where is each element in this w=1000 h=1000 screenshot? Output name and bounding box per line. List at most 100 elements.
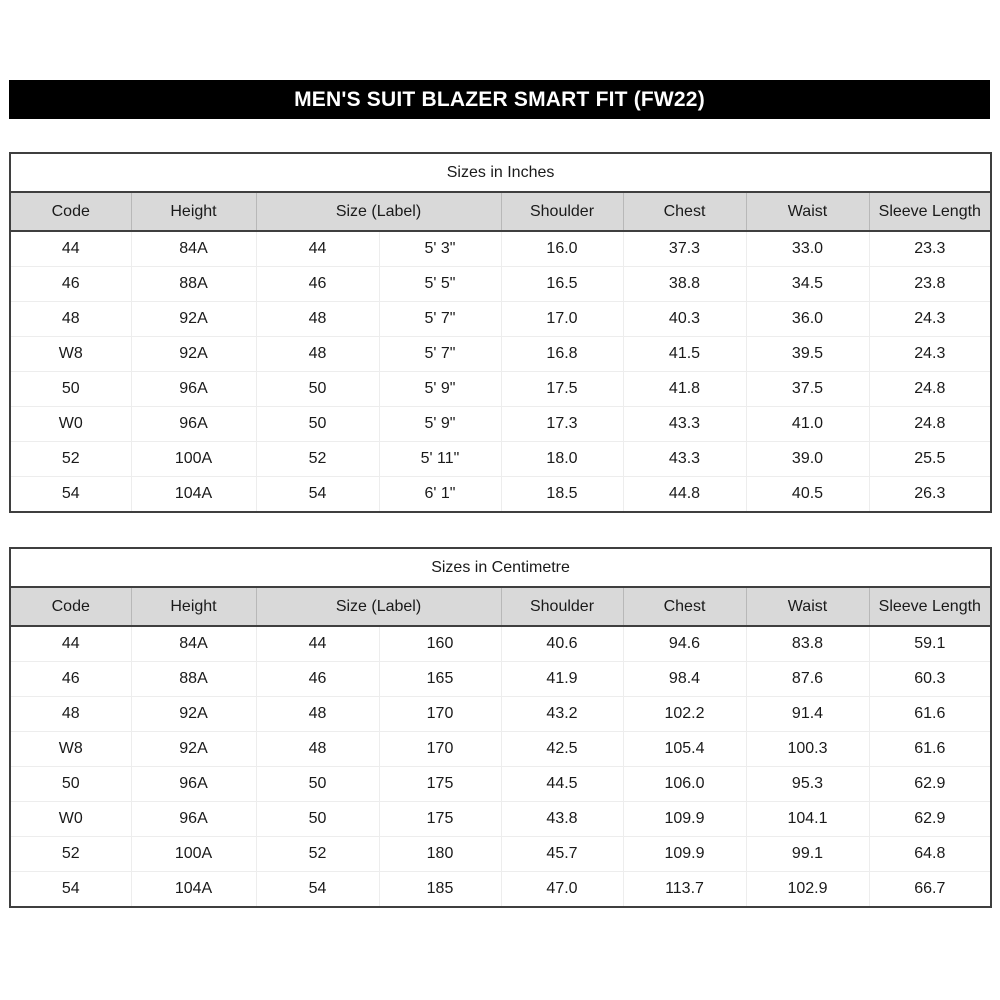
column-header-height: Height xyxy=(131,192,257,232)
cell-sleeve-length: 23.8 xyxy=(869,266,992,302)
cell-waist: 36.0 xyxy=(746,301,870,337)
cell-sleeve-length: 64.8 xyxy=(869,836,992,872)
column-header-waist: Waist xyxy=(746,587,870,627)
cell-shoulder: 43.2 xyxy=(501,696,624,732)
cell-shoulder: 43.8 xyxy=(501,801,624,837)
cell-waist: 95.3 xyxy=(746,766,870,802)
cell-chest: 38.8 xyxy=(623,266,747,302)
table-row: W8 92A 48 5' 7" 16.8 41.5 39.5 24.3 xyxy=(10,336,992,372)
cell-size-value: 5' 11" xyxy=(379,441,502,477)
column-header-chest: Chest xyxy=(623,192,747,232)
table-row: W8 92A 48 170 42.5 105.4 100.3 61.6 xyxy=(10,731,992,767)
cell-sleeve-length: 61.6 xyxy=(869,731,992,767)
cell-sleeve-length: 25.5 xyxy=(869,441,992,477)
unit-label: Sizes in Inches xyxy=(10,153,992,193)
column-header-row: Code Height Size (Label) Shoulder Chest … xyxy=(10,192,992,232)
cell-code: 44 xyxy=(10,231,132,267)
cell-chest: 109.9 xyxy=(623,801,747,837)
table-row: 48 92A 48 170 43.2 102.2 91.4 61.6 xyxy=(10,696,992,732)
size-table-centimetre: Sizes in Centimetre Code Height Size (La… xyxy=(9,547,993,908)
cell-size-value: 175 xyxy=(379,766,502,802)
table-row: 46 88A 46 165 41.9 98.4 87.6 60.3 xyxy=(10,661,992,697)
cell-height: 88A xyxy=(131,266,257,302)
cell-chest: 98.4 xyxy=(623,661,747,697)
column-header-size-label: Size (Label) xyxy=(256,192,502,232)
cell-sleeve-length: 24.8 xyxy=(869,406,992,442)
cell-code: 48 xyxy=(10,301,132,337)
cell-shoulder: 45.7 xyxy=(501,836,624,872)
cell-shoulder: 17.5 xyxy=(501,371,624,407)
cell-code: 48 xyxy=(10,696,132,732)
cell-sleeve-length: 60.3 xyxy=(869,661,992,697)
cell-waist: 104.1 xyxy=(746,801,870,837)
cell-shoulder: 18.5 xyxy=(501,476,624,512)
cell-size-label: 52 xyxy=(256,441,380,477)
column-header-shoulder: Shoulder xyxy=(501,587,624,627)
cell-height: 84A xyxy=(131,231,257,267)
column-header-chest: Chest xyxy=(623,587,747,627)
cell-size-label: 54 xyxy=(256,476,380,512)
cell-waist: 99.1 xyxy=(746,836,870,872)
cell-height: 96A xyxy=(131,371,257,407)
table-row: 50 96A 50 5' 9" 17.5 41.8 37.5 24.8 xyxy=(10,371,992,407)
cell-shoulder: 42.5 xyxy=(501,731,624,767)
cell-code: 50 xyxy=(10,766,132,802)
cell-chest: 41.5 xyxy=(623,336,747,372)
cell-code: 46 xyxy=(10,661,132,697)
cell-height: 104A xyxy=(131,476,257,512)
cell-sleeve-length: 26.3 xyxy=(869,476,992,512)
cell-chest: 102.2 xyxy=(623,696,747,732)
cell-waist: 34.5 xyxy=(746,266,870,302)
cell-size-value: 170 xyxy=(379,696,502,732)
cell-size-value: 5' 9" xyxy=(379,406,502,442)
cell-shoulder: 41.9 xyxy=(501,661,624,697)
cell-chest: 94.6 xyxy=(623,626,747,662)
unit-label: Sizes in Centimetre xyxy=(10,548,992,588)
cell-sleeve-length: 24.8 xyxy=(869,371,992,407)
cell-size-label: 46 xyxy=(256,266,380,302)
cell-height: 92A xyxy=(131,731,257,767)
cell-size-label: 50 xyxy=(256,371,380,407)
table-row: W0 96A 50 5' 9" 17.3 43.3 41.0 24.8 xyxy=(10,406,992,442)
table-row: 48 92A 48 5' 7" 17.0 40.3 36.0 24.3 xyxy=(10,301,992,337)
cell-chest: 113.7 xyxy=(623,871,747,907)
cell-waist: 102.9 xyxy=(746,871,870,907)
cell-size-value: 5' 3" xyxy=(379,231,502,267)
cell-chest: 105.4 xyxy=(623,731,747,767)
cell-chest: 43.3 xyxy=(623,406,747,442)
cell-size-value: 5' 7" xyxy=(379,301,502,337)
cell-chest: 43.3 xyxy=(623,441,747,477)
cell-size-value: 175 xyxy=(379,801,502,837)
table-row: 52 100A 52 5' 11" 18.0 43.3 39.0 25.5 xyxy=(10,441,992,477)
column-header-waist: Waist xyxy=(746,192,870,232)
unit-header-row: Sizes in Centimetre xyxy=(10,548,992,588)
column-header-code: Code xyxy=(10,587,132,627)
cell-waist: 39.0 xyxy=(746,441,870,477)
cell-waist: 37.5 xyxy=(746,371,870,407)
cell-size-value: 160 xyxy=(379,626,502,662)
cell-size-value: 170 xyxy=(379,731,502,767)
cell-size-label: 54 xyxy=(256,871,380,907)
cell-sleeve-length: 59.1 xyxy=(869,626,992,662)
cell-chest: 37.3 xyxy=(623,231,747,267)
cell-chest: 106.0 xyxy=(623,766,747,802)
chart-title-bar: MEN'S SUIT BLAZER SMART FIT (FW22) xyxy=(9,80,990,119)
cell-sleeve-length: 61.6 xyxy=(869,696,992,732)
table-row: 44 84A 44 160 40.6 94.6 83.8 59.1 xyxy=(10,626,992,662)
cell-chest: 109.9 xyxy=(623,836,747,872)
cell-size-label: 44 xyxy=(256,231,380,267)
cell-size-value: 5' 7" xyxy=(379,336,502,372)
table-row: 54 104A 54 6' 1" 18.5 44.8 40.5 26.3 xyxy=(10,476,992,512)
cell-shoulder: 44.5 xyxy=(501,766,624,802)
table-row: 50 96A 50 175 44.5 106.0 95.3 62.9 xyxy=(10,766,992,802)
cell-size-label: 50 xyxy=(256,801,380,837)
cell-size-label: 52 xyxy=(256,836,380,872)
cell-height: 96A xyxy=(131,801,257,837)
cell-size-value: 180 xyxy=(379,836,502,872)
cell-code: W0 xyxy=(10,801,132,837)
cell-size-label: 48 xyxy=(256,696,380,732)
cell-waist: 39.5 xyxy=(746,336,870,372)
cell-chest: 40.3 xyxy=(623,301,747,337)
cell-sleeve-length: 24.3 xyxy=(869,336,992,372)
column-header-sleeve-length: Sleeve Length xyxy=(869,192,992,232)
